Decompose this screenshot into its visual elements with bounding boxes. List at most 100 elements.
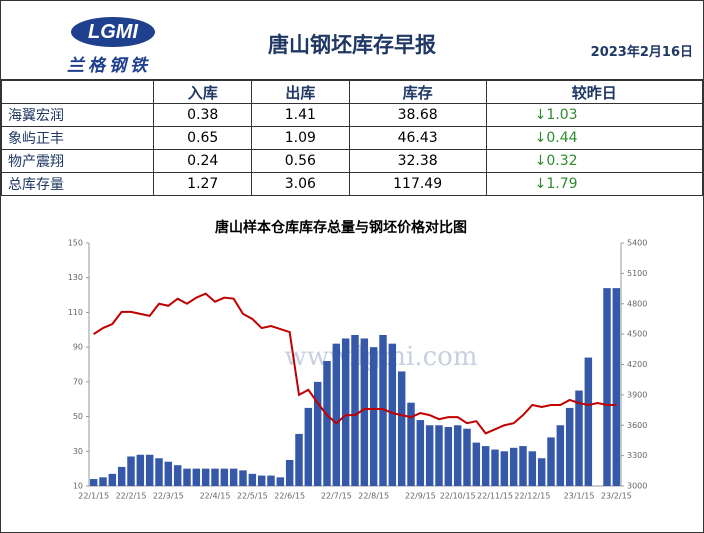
- line: [93, 292, 617, 435]
- cell: 38.68: [348, 103, 487, 127]
- row: 物产震翔 0.24 0.56 32.38 ↓0.32: [1, 149, 703, 173]
- cell: 1.27: [153, 172, 253, 196]
- bar: [453, 425, 462, 486]
- cell: 海翼宏润: [1, 103, 155, 127]
- bar: [435, 425, 443, 486]
- cell: 总库存量: [1, 172, 155, 196]
- date: 2023年2月16日: [590, 45, 693, 60]
- cell: 1.09: [251, 126, 350, 150]
- bar: [164, 461, 173, 486]
- y2-tick-label: 3900: [627, 390, 647, 399]
- bar: [117, 466, 126, 486]
- bar: [248, 473, 257, 486]
- x-tick-label: 23/2/15: [601, 492, 632, 501]
- column-header: 入库: [153, 80, 253, 104]
- bar: [332, 343, 341, 486]
- cell: 0.65: [153, 126, 253, 150]
- x-tick-label: 22/4/15: [200, 492, 231, 501]
- y2-tick-label: 4200: [627, 360, 647, 369]
- bar: [528, 451, 537, 486]
- bar: [407, 402, 415, 486]
- y2-tick-label: 4500: [627, 330, 647, 339]
- bar: [341, 338, 350, 486]
- bar: [369, 347, 378, 486]
- bar: [584, 357, 593, 486]
- row: 象屿正丰 0.65 1.09 46.43 ↓0.44: [1, 126, 703, 150]
- cell: ↓0.32: [485, 149, 703, 173]
- bar: [444, 426, 453, 486]
- bar: [173, 465, 182, 486]
- y-tick-label: 70: [73, 377, 83, 386]
- column-header: [1, 80, 155, 104]
- bar: [388, 343, 397, 486]
- cell: 46.43: [348, 126, 487, 150]
- header-row: 入库 出库 库存 较昨日: [1, 80, 703, 104]
- bar: [239, 470, 247, 486]
- cell: 0.56: [251, 149, 350, 173]
- y2-tick-label: 5400: [627, 239, 647, 248]
- y-tick-label: 130: [68, 273, 83, 282]
- bar: [127, 456, 135, 486]
- bar: [108, 473, 117, 486]
- bar: [285, 459, 294, 486]
- x-tick-label: 22/9/15: [405, 492, 436, 501]
- cell: ↓1.79: [485, 172, 703, 196]
- column-header: 出库: [251, 80, 350, 104]
- chart-title: 唐山样本仓库库存总量与钢坯价格对比图: [215, 219, 467, 236]
- bar: [379, 334, 387, 486]
- bar: [547, 437, 555, 486]
- cell: 117.49: [348, 172, 487, 196]
- cell: 3.06: [251, 172, 350, 196]
- cell: 1.41: [251, 103, 350, 127]
- bar: [89, 479, 98, 486]
- y-tick-label: 50: [73, 412, 83, 421]
- column-header: 较昨日: [485, 80, 703, 104]
- y2-tick-label: 5100: [627, 269, 647, 278]
- y2-tick-label: 3300: [627, 451, 647, 460]
- bar: [612, 288, 621, 486]
- title: 唐山钢坯库存早报: [268, 33, 436, 57]
- x-tick-label: 22/6/15: [274, 492, 305, 501]
- cell: 0.38: [153, 103, 253, 127]
- y2-tick-label: 4800: [627, 299, 647, 308]
- cell: ↓0.44: [485, 126, 703, 150]
- cell: 象屿正丰: [1, 126, 155, 150]
- bar: [313, 381, 322, 486]
- bar: [267, 475, 275, 486]
- x-tick-label: 22/12/15: [514, 492, 550, 501]
- table: 入库 出库 库存 较昨日 海翼宏润 0.38 1.41 38.68 ↓1.03 象屿正丰 0.65 1…: [1, 80, 703, 196]
- row: 总库存量 1.27 3.06 117.49 ↓1.79: [1, 172, 703, 196]
- bar: [491, 449, 499, 486]
- bar: [509, 447, 518, 486]
- bar: [145, 454, 154, 486]
- bar: [481, 446, 490, 486]
- x-tick-label: 22/11/15: [477, 492, 513, 501]
- bar: [556, 425, 565, 486]
- bar: [201, 468, 210, 486]
- bar: [183, 468, 191, 486]
- bar: [603, 288, 611, 486]
- bar: [192, 468, 201, 486]
- cell: 0.24: [153, 149, 253, 173]
- x-tick-label: 22/10/15: [440, 492, 476, 501]
- bar: [220, 468, 229, 486]
- bar: [565, 407, 574, 486]
- bar: [416, 420, 425, 486]
- x-tick-label: 22/7/15: [321, 492, 352, 501]
- bar: [575, 390, 583, 486]
- bar: [229, 468, 238, 486]
- bar: [211, 468, 219, 486]
- y-tick-label: 150: [68, 239, 83, 248]
- bar: [397, 371, 406, 486]
- chart: www.lgmi.com唐山样本仓库库存总量与钢坯价格对比图1030507090…: [68, 219, 648, 501]
- bar: [257, 475, 266, 486]
- bar: [136, 454, 145, 486]
- bar: [323, 361, 331, 486]
- x-tick-label: 22/2/15: [116, 492, 147, 501]
- row: 海翼宏润 0.38 1.41 38.68 ↓1.03: [1, 103, 703, 127]
- bar: [295, 433, 303, 486]
- y-tick-label: 90: [73, 343, 83, 352]
- column-header: 库存: [348, 80, 487, 104]
- bar: [155, 458, 163, 486]
